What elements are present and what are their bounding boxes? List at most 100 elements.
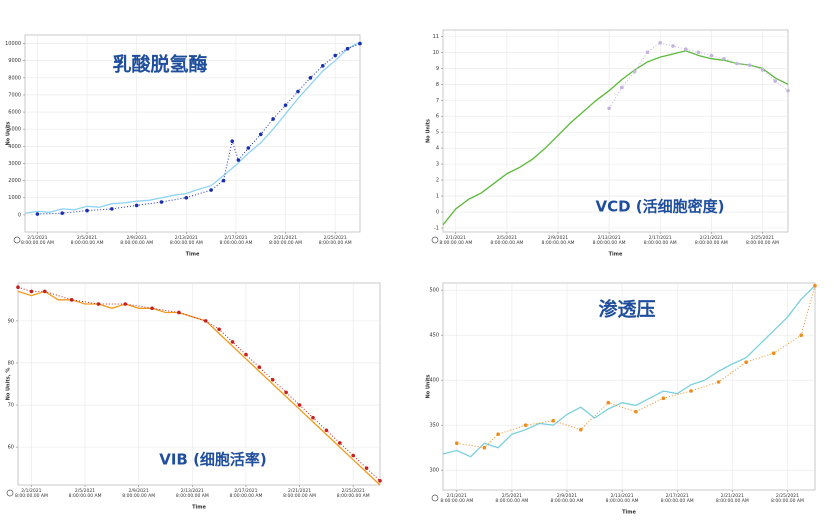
y-tick-label: 11 bbox=[433, 34, 439, 40]
data-point bbox=[645, 50, 650, 55]
x-tick-label: 2/21/2021 8:00:00.00 AM bbox=[283, 489, 316, 499]
y-axis-label: No Units bbox=[426, 119, 432, 143]
y-tick-label: 3000 bbox=[8, 161, 21, 167]
data-point bbox=[177, 310, 181, 315]
y-tick-label: 10 bbox=[433, 50, 439, 56]
data-point bbox=[203, 319, 208, 323]
y-tick-label: 0 bbox=[18, 212, 21, 218]
data-point bbox=[43, 289, 47, 294]
y-tick-label: 90 bbox=[8, 318, 14, 324]
chart-title: 渗透压 bbox=[598, 298, 655, 321]
y-axis-label: No Units bbox=[6, 121, 12, 145]
data-point bbox=[244, 352, 248, 357]
chart-title: VIB (细胞活率) bbox=[159, 451, 267, 469]
data-point bbox=[258, 132, 263, 137]
data-point bbox=[320, 64, 325, 68]
y-tick-label: -1 bbox=[434, 226, 439, 232]
y-axis-label: No Units, % bbox=[6, 368, 12, 401]
x-tick-label: 2/13/2021 8:00:00.00 AM bbox=[605, 494, 639, 504]
data-point bbox=[110, 207, 114, 211]
x-tick-label: 2/13/2021 8:00:00.00 AM bbox=[592, 236, 626, 246]
y-tick-label: 60 bbox=[8, 445, 14, 451]
data-point bbox=[209, 188, 213, 192]
y-tick-label: 1 bbox=[436, 194, 439, 200]
x-tick-label: 2/13/2021 8:00:00.00 AM bbox=[175, 489, 209, 499]
data-point bbox=[378, 478, 382, 483]
x-tick-label: 2/5/2021 8:00:00.00 AM bbox=[70, 236, 104, 246]
data-point bbox=[607, 106, 611, 111]
x-tick-label: 2/9/2021 8:00:00.00 AM bbox=[550, 494, 584, 504]
y-tick-label: 9 bbox=[436, 66, 439, 72]
data-point bbox=[351, 453, 355, 458]
data-point bbox=[735, 61, 739, 66]
x-tick-label: 2/17/2021 8:00:00.00 AM bbox=[229, 489, 263, 499]
data-point bbox=[184, 195, 189, 200]
x-axis-label: Time bbox=[186, 252, 200, 258]
data-point bbox=[364, 466, 369, 470]
data-point bbox=[270, 377, 275, 382]
plot-area bbox=[24, 34, 361, 233]
data-point bbox=[709, 53, 714, 58]
x-tick-label: 2/25/2021 8:00:00.00 AM bbox=[770, 494, 804, 504]
collapse-button bbox=[6, 489, 14, 497]
data-point bbox=[236, 158, 241, 162]
chart-title: VCD (活细胞密度) bbox=[595, 198, 724, 216]
data-point bbox=[578, 427, 583, 432]
y-tick-label: 80 bbox=[8, 360, 14, 366]
data-point bbox=[257, 365, 262, 369]
data-point bbox=[496, 432, 500, 437]
x-tick-label: 2/5/2021 8:00:00.00 AM bbox=[68, 489, 102, 499]
data-point bbox=[345, 46, 350, 51]
x-axis-label: Time bbox=[609, 252, 623, 258]
data-point bbox=[217, 327, 221, 332]
data-point bbox=[696, 50, 701, 55]
collapse-button bbox=[13, 236, 21, 244]
y-tick-label: 1000 bbox=[8, 195, 21, 201]
data-point bbox=[296, 89, 300, 94]
y-tick-label: 8000 bbox=[8, 75, 21, 81]
data-point bbox=[60, 211, 65, 215]
plot-area bbox=[442, 29, 789, 233]
x-tick-label: 2/9/2021 8:00:00.00 AM bbox=[122, 489, 156, 499]
y-tick-label: 0 bbox=[436, 210, 439, 216]
data-point bbox=[671, 44, 675, 48]
data-point bbox=[786, 88, 790, 93]
data-point bbox=[35, 212, 40, 216]
data-point bbox=[358, 41, 362, 46]
x-tick-label: 2/25/2021 8:00:00.00 AM bbox=[745, 236, 779, 246]
data-point bbox=[333, 53, 337, 58]
data-point bbox=[551, 418, 556, 423]
y-tick-label: 5 bbox=[436, 130, 439, 136]
x-tick-label: 2/21/2021 8:00:00.00 AM bbox=[694, 236, 728, 246]
y-tick-label: 6000 bbox=[8, 110, 21, 116]
y-tick-label: 9000 bbox=[8, 58, 21, 64]
y-tick-label: 500 bbox=[429, 288, 439, 294]
plot-area bbox=[442, 282, 816, 491]
data-point bbox=[29, 289, 34, 294]
data-line bbox=[17, 290, 381, 486]
data-point bbox=[454, 441, 459, 446]
data-point bbox=[689, 389, 693, 393]
x-tick-label: 2/1/2021 8:00:00.00 AM bbox=[439, 236, 473, 246]
data-point bbox=[337, 441, 342, 445]
y-tick-label: 8 bbox=[436, 82, 439, 88]
data-point bbox=[16, 285, 20, 290]
data-point bbox=[632, 69, 637, 74]
data-point bbox=[159, 200, 164, 204]
x-tick-label: 2/17/2021 8:00:00.00 AM bbox=[643, 236, 677, 246]
x-tick-label: 2/1/2021 8:00:00.00 AM bbox=[14, 489, 48, 499]
data-point bbox=[799, 333, 804, 338]
y-tick-label: 300 bbox=[429, 468, 439, 474]
data-line bbox=[24, 41, 361, 214]
y-tick-label: 5000 bbox=[8, 127, 21, 133]
data-point bbox=[324, 428, 329, 433]
marker-line bbox=[456, 285, 816, 449]
y-tick-label: 10000 bbox=[5, 41, 21, 47]
data-point bbox=[747, 63, 752, 67]
x-tick-label: 2/1/2021 8:00:00.00 AM bbox=[440, 494, 474, 504]
data-point bbox=[760, 68, 765, 72]
data-line bbox=[442, 50, 789, 226]
data-point bbox=[813, 283, 817, 288]
marker-line bbox=[17, 286, 381, 482]
